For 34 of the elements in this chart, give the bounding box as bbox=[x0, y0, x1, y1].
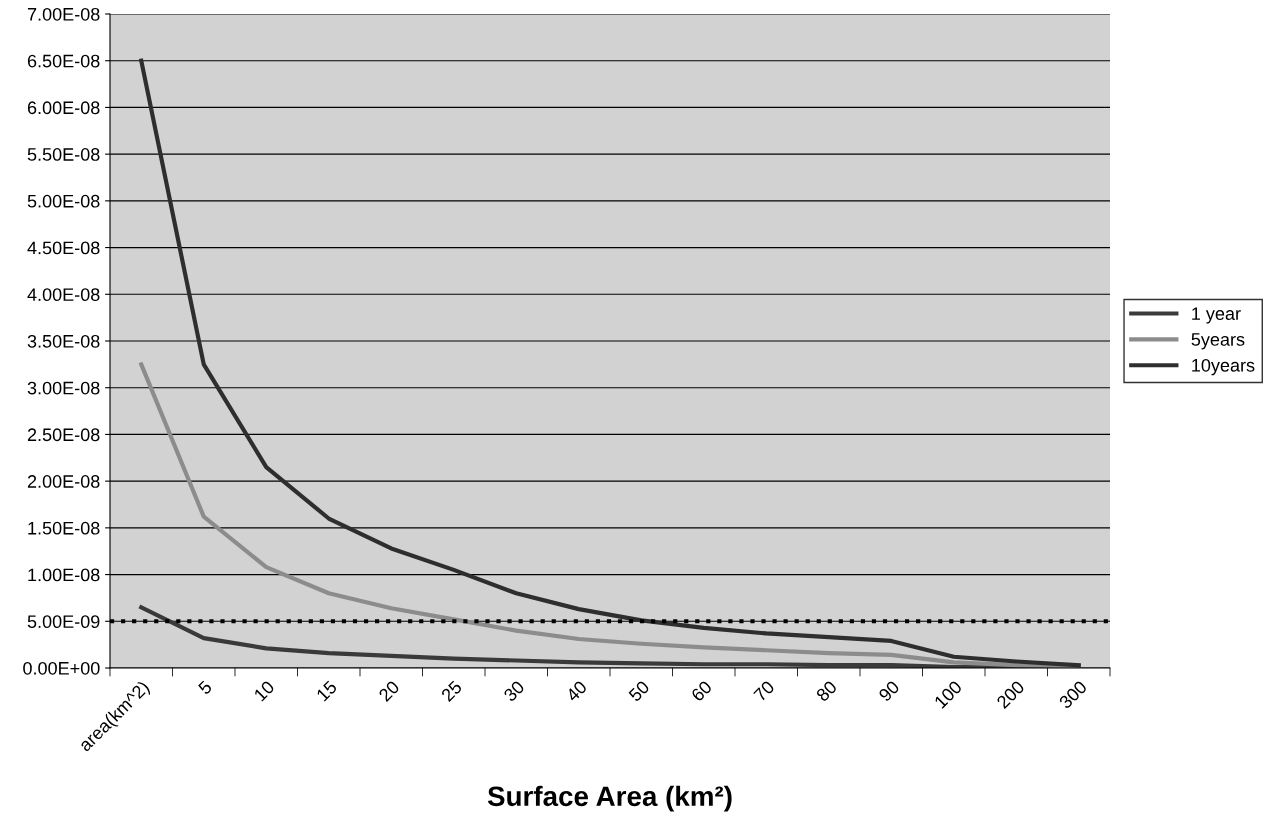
x-axis-title: Surface Area (km²) bbox=[487, 785, 732, 812]
y-tick-label: 5.00E-08 bbox=[27, 194, 100, 208]
y-tick-label: 4.00E-08 bbox=[27, 288, 100, 302]
y-tick-label: 2.50E-08 bbox=[27, 428, 100, 442]
x-tick-label: 10 bbox=[253, 679, 276, 702]
x-tick-label: 100 bbox=[933, 679, 963, 709]
legend-label: 5years bbox=[1191, 333, 1245, 350]
x-tick-label: 70 bbox=[753, 679, 776, 703]
x-tick-label: 25 bbox=[440, 679, 463, 703]
y-tick-label: 4.50E-08 bbox=[27, 241, 100, 255]
x-tick-label: 40 bbox=[565, 679, 588, 703]
y-tick-label: 3.50E-08 bbox=[27, 334, 100, 348]
x-tick-label: 90 bbox=[877, 679, 901, 703]
x-tick-label: 20 bbox=[378, 679, 401, 703]
legend-label: 10years bbox=[1192, 358, 1255, 376]
y-tick-label: 5.50E-08 bbox=[27, 148, 100, 161]
y-tick-label: 6.50E-08 bbox=[27, 54, 100, 68]
x-tick-label: 50 bbox=[627, 679, 651, 703]
x-tick-label: 300 bbox=[1058, 679, 1088, 710]
y-tick-label: 5.00E-09 bbox=[27, 615, 100, 629]
y-tick-label: 1.50E-08 bbox=[28, 521, 100, 535]
y-tick-label: 1.00E-08 bbox=[28, 568, 100, 582]
y-tick-label: 3.00E-08 bbox=[27, 381, 100, 395]
y-tick-label: 2.00E-08 bbox=[27, 475, 100, 488]
x-tick-label: 15 bbox=[315, 680, 338, 702]
x-tick-label: 5 bbox=[197, 680, 213, 696]
x-tick-label: 30 bbox=[502, 679, 526, 703]
legend-label: 1 year bbox=[1192, 307, 1241, 324]
y-tick-label: 6.00E-08 bbox=[27, 101, 100, 115]
x-tick-label: 60 bbox=[690, 679, 713, 703]
y-tick-label: 7.00E-08 bbox=[27, 7, 100, 21]
x-tick-label: 200 bbox=[995, 679, 1026, 710]
x-tick-label: 80 bbox=[815, 679, 838, 703]
y-tick-label: 0.00E+00 bbox=[23, 661, 100, 675]
